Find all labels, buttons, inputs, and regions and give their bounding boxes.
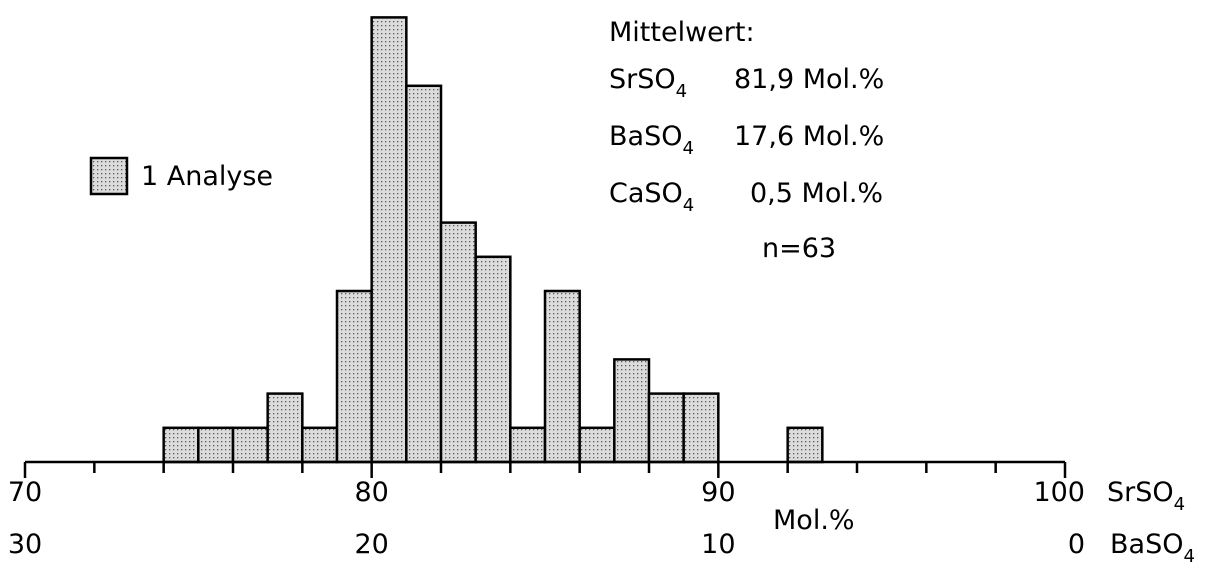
histogram-bar — [613, 358, 651, 464]
histogram-bar — [197, 426, 235, 464]
annotation-n: n=63 — [762, 233, 836, 264]
annotation-row-srso4-value: 81,9 Mol.% — [734, 64, 884, 95]
histogram-bar — [335, 289, 373, 464]
axis-label-srso4: SrSO4 — [1107, 477, 1185, 515]
histogram-bar — [231, 426, 269, 464]
x-tick-label-top: 80 — [354, 477, 388, 508]
annotation-row-srso4-formula: SrSO4 — [609, 64, 687, 102]
mean-annotation: Mittelwert: SrSO4 81,9 Mol.% BaSO4 17,6 … — [609, 17, 884, 264]
annotation-heading: Mittelwert: — [609, 17, 755, 48]
x-axis-title: Mol.% — [773, 505, 855, 536]
histogram-bar — [682, 392, 720, 464]
histogram-bar — [578, 426, 616, 464]
legend-label: 1 Analyse — [141, 161, 273, 192]
x-tick-label-top: 70 — [8, 477, 42, 508]
histogram-bar — [509, 426, 547, 464]
histogram-bars — [162, 16, 824, 464]
x-tick-label-bottom: 20 — [354, 529, 388, 560]
histogram-bar — [162, 426, 200, 464]
axis-label-baso4: BaSO4 — [1110, 529, 1195, 566]
x-tick-label-bottom: 10 — [701, 529, 735, 560]
x-tick-label-top: 90 — [701, 477, 735, 508]
annotation-row-caso4-value: 0,5 Mol.% — [750, 178, 883, 209]
histogram-bar — [474, 255, 512, 464]
annotation-row-caso4-formula: CaSO4 — [609, 178, 694, 216]
histogram-bar — [786, 426, 824, 464]
x-tick-label-bottom: 0 — [1068, 529, 1085, 560]
annotation-row-baso4-formula: BaSO4 — [609, 121, 694, 159]
histogram-bar — [405, 84, 443, 464]
legend: 1 Analyse — [89, 156, 273, 196]
histogram-bar — [266, 392, 304, 464]
histogram-bar — [370, 16, 408, 464]
legend-swatch — [89, 156, 129, 196]
histogram-bar — [543, 289, 581, 464]
x-axis — [23, 460, 1067, 478]
histogram-bar — [647, 392, 685, 464]
x-tick-label-bottom: 30 — [8, 529, 42, 560]
x-tick-label-top: 100 — [1033, 477, 1085, 508]
annotation-row-baso4-value: 17,6 Mol.% — [734, 121, 884, 152]
histogram-bar — [301, 426, 339, 464]
histogram-bar — [439, 221, 477, 464]
